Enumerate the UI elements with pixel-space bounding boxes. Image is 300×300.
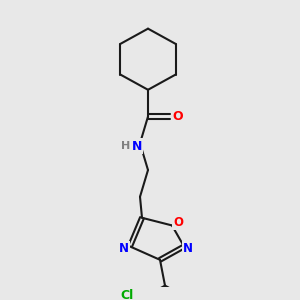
Text: H: H	[122, 141, 130, 151]
Text: N: N	[132, 140, 142, 153]
Text: N: N	[119, 242, 129, 255]
Text: N: N	[183, 242, 193, 255]
Text: Cl: Cl	[120, 289, 134, 300]
Text: O: O	[173, 216, 183, 229]
Text: O: O	[173, 110, 183, 123]
